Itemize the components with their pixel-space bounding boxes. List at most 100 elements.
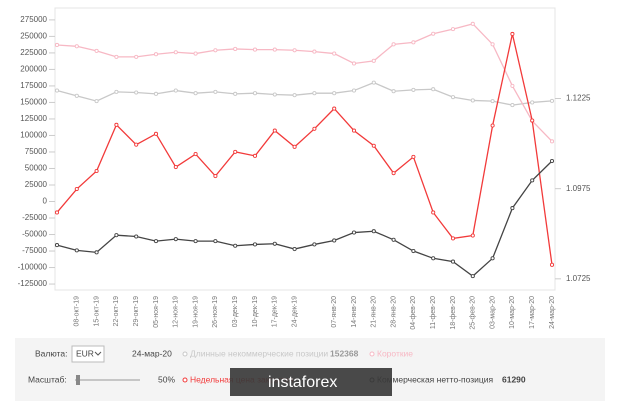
y-tick-label: 225000 — [20, 48, 47, 57]
point — [470, 98, 475, 103]
point — [431, 210, 436, 215]
legend-value: 61290 — [502, 374, 526, 384]
point — [213, 239, 218, 244]
point — [371, 58, 376, 63]
legend-marker — [369, 351, 375, 357]
x-tick-label: 17-дек-19 — [272, 296, 279, 327]
point — [292, 144, 297, 149]
legend-label: Короткие — [377, 348, 413, 358]
point — [312, 49, 317, 54]
point — [292, 48, 297, 53]
select-arrow — [94, 351, 102, 356]
point — [411, 40, 416, 45]
point — [530, 100, 535, 105]
x-tick-label: 10-мар-20 — [509, 296, 516, 329]
y-tick-label: -50000 — [22, 230, 47, 239]
x-tick-label: 14-янв-20 — [351, 296, 358, 328]
slider-thumb[interactable] — [76, 375, 80, 385]
x-tick-label: 26-ноя-19 — [212, 296, 219, 328]
point — [510, 31, 515, 37]
point — [233, 243, 238, 248]
x-tick-label: 22-окт-19 — [113, 296, 120, 327]
y-tick-label: -100000 — [18, 263, 48, 272]
x-tick-label: 24-дек-19 — [291, 296, 298, 327]
point — [312, 242, 317, 247]
point — [252, 47, 258, 52]
point — [173, 50, 178, 55]
currency-select[interactable] — [71, 345, 105, 363]
point — [114, 54, 119, 59]
point — [74, 186, 79, 192]
point — [54, 42, 60, 48]
point — [74, 248, 79, 253]
x-tick-label: 17-мар-20 — [529, 296, 536, 329]
point — [411, 248, 416, 254]
currency-value[interactable]: EUR — [76, 348, 94, 358]
point — [54, 88, 60, 93]
point — [173, 88, 178, 93]
x-tick-label: 15-окт-19 — [93, 296, 100, 327]
point — [510, 103, 515, 108]
point — [233, 46, 238, 51]
point — [193, 91, 198, 96]
point — [193, 239, 198, 244]
point — [153, 239, 159, 244]
x-tick-label: 04-фев-20 — [410, 296, 417, 330]
point — [431, 31, 436, 36]
y2-tick-label: 1.0975 — [566, 184, 591, 193]
y-tick-label: 125000 — [20, 114, 47, 123]
point — [431, 256, 436, 261]
x-tick-label: 12-ноя-19 — [173, 296, 180, 328]
y-tick-label: 200000 — [20, 65, 47, 74]
plot-frame — [54, 7, 556, 291]
point — [114, 122, 119, 127]
date: 24-мар-20 — [132, 348, 172, 358]
point — [252, 91, 258, 96]
legend-label: Коммерческая нетто-позиция — [377, 374, 494, 384]
x-tick-label: 21-янв-20 — [371, 296, 378, 328]
point — [411, 154, 416, 159]
point — [114, 233, 119, 238]
point — [510, 206, 515, 211]
point — [490, 42, 495, 47]
point — [490, 256, 495, 261]
point — [549, 262, 555, 267]
point — [371, 143, 376, 148]
point — [74, 44, 79, 49]
y-tick-label: -75000 — [22, 246, 47, 255]
point — [173, 164, 178, 170]
point — [450, 27, 456, 32]
point — [549, 158, 555, 164]
legend-marker — [182, 351, 188, 357]
point — [74, 93, 79, 98]
point — [549, 139, 555, 144]
point — [391, 89, 396, 94]
point — [530, 118, 535, 123]
x-tick-label: 25-фев-20 — [470, 296, 477, 330]
point — [411, 87, 416, 92]
point — [233, 91, 238, 96]
scale-value: 50% — [158, 374, 175, 384]
point — [549, 98, 555, 103]
scale-label: Масштаб: — [28, 374, 67, 384]
point — [134, 90, 139, 95]
series-line — [56, 33, 553, 265]
x-tick-label: 08-окт-19 — [74, 296, 81, 327]
point — [213, 173, 218, 179]
point — [332, 106, 337, 111]
point — [391, 237, 396, 242]
y-tick-label: -125000 — [18, 279, 48, 288]
point — [450, 95, 456, 100]
y-tick-label: 0 — [43, 197, 48, 206]
point — [252, 153, 258, 158]
point — [490, 99, 495, 104]
point — [153, 52, 159, 57]
point — [252, 242, 258, 247]
point — [391, 42, 396, 47]
point — [431, 87, 436, 92]
point — [351, 230, 357, 235]
x-tick-label: 07-янв-20 — [331, 296, 338, 328]
legend-label: Длинные некоммерческие позиции — [190, 348, 328, 358]
point — [94, 168, 99, 174]
